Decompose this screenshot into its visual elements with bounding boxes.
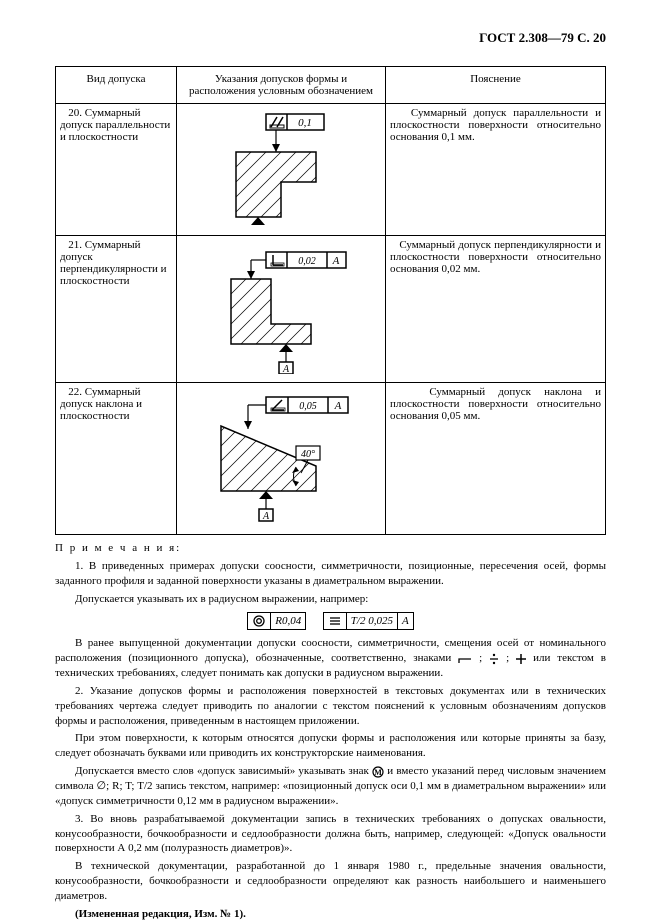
sym-icon-1 xyxy=(458,654,472,664)
th-symbol: Указания допусков формы и расположения у… xyxy=(177,67,386,104)
example-frame-2: Т/2 0,025 А xyxy=(323,612,414,630)
svg-text:А: А xyxy=(332,255,340,267)
note-1: 1. В приведенных примерах допуски соосно… xyxy=(55,559,606,589)
svg-text:0,02: 0,02 xyxy=(298,256,316,267)
th-type: Вид допуска xyxy=(56,67,177,104)
sym-icon-3 xyxy=(516,654,526,664)
note-2: 2. Указание допусков формы и расположени… xyxy=(55,684,606,729)
example-frame-1: R0,04 xyxy=(247,612,306,630)
note-2c: При этом поверхности, к которым относятс… xyxy=(55,731,606,761)
tolerance-table: Вид допуска Указания допусков формы и ра… xyxy=(55,66,606,535)
row-explain: Суммарный допуск перпендикулярности и пл… xyxy=(390,239,601,275)
row-no: 22. xyxy=(68,386,82,398)
m-circle-icon: M xyxy=(372,766,384,778)
svg-text:40°: 40° xyxy=(301,449,315,460)
page-header: ГОСТ 2.308—79 С. 20 xyxy=(55,30,606,46)
diagram-21: 0,02 А xyxy=(201,244,361,374)
note-2a: В ранее выпущенной документации допуски … xyxy=(55,636,606,681)
note-3b: В технической документации, разработанно… xyxy=(55,859,606,904)
th-explain: Пояснение xyxy=(386,67,606,104)
table-row: 20. Суммарный допуск параллельности и пл… xyxy=(56,104,606,236)
table-row: 21. Суммарный допуск перпендикулярности … xyxy=(56,236,606,383)
svg-text:А: А xyxy=(334,400,342,412)
concentricity-icon xyxy=(248,613,271,629)
sym-icon-2 xyxy=(489,653,499,665)
note-2d: Допускается вместо слов «допуск зависимы… xyxy=(55,764,606,809)
note-1b: Допускается указывать их в радиусном выр… xyxy=(55,592,606,607)
row-no: 21. xyxy=(68,239,82,251)
table-row: 22. Суммарный допуск наклона и плоскостн… xyxy=(56,383,606,535)
svg-text:0,05: 0,05 xyxy=(299,401,317,412)
diagram-22: 0,05 А xyxy=(196,391,366,526)
row-no: 20. xyxy=(68,107,82,119)
svg-text:0,1: 0,1 xyxy=(298,117,312,129)
notes-block: П р и м е ч а н и я: 1. В приведенных пр… xyxy=(55,541,606,922)
svg-text:M: M xyxy=(374,768,382,777)
notes-title: П р и м е ч а н и я: xyxy=(55,542,181,554)
notes-footer: (Измененная редакция, Изм. № 1). xyxy=(55,907,606,922)
svg-text:А: А xyxy=(282,364,290,374)
symmetry-icon xyxy=(324,613,347,629)
diagram-20: 0,1 xyxy=(211,112,351,227)
row-explain: Суммарный допуск параллельности и плоско… xyxy=(390,107,601,143)
note-3: 3. Во вновь разрабатываемой документации… xyxy=(55,812,606,857)
svg-text:А: А xyxy=(262,511,270,522)
row-explain: Суммарный допуск наклона и плоскостности… xyxy=(390,386,601,422)
